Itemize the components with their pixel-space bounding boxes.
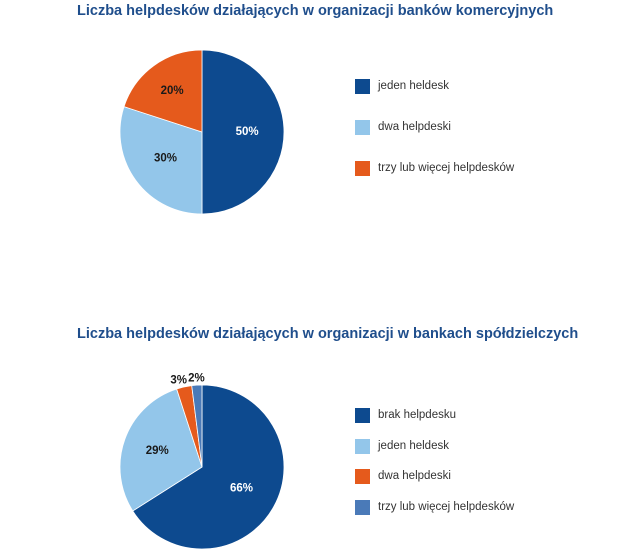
slice-label-2: 30% — [154, 153, 177, 165]
pie-slice-3 — [123, 49, 203, 133]
legend-label: jeden heldesk — [378, 439, 449, 452]
slice-label-4: 2% — [188, 373, 205, 385]
pie-slice-4 — [191, 384, 203, 468]
legend-label: dwa helpdeski — [378, 121, 451, 133]
chart-1-title: Liczba helpdesków działających w organiz… — [77, 3, 554, 19]
pie-slice-1 — [201, 49, 285, 215]
legend-item-1: jeden heldesk — [355, 79, 635, 95]
legend-item-3: trzy lub więcej helpdesków — [355, 161, 635, 177]
legend-label: brak helpdesku — [378, 409, 456, 421]
legend-swatch — [355, 438, 370, 454]
pie-slice-2 — [119, 388, 203, 512]
legend-swatch — [355, 469, 370, 484]
legend-swatch — [355, 79, 370, 94]
legend-item-1: brak helpdesku — [355, 408, 635, 424]
slice-label-1: 50% — [236, 126, 259, 138]
legend-label: trzy lub więcej helpdesków — [378, 162, 515, 174]
legend-item-2: dwa helpdeski — [355, 120, 635, 136]
slice-label-3: 3% — [170, 375, 187, 387]
slice-label-1: 66% — [230, 483, 253, 495]
legend-item-4: trzy lub więcej helpdesków — [355, 499, 635, 516]
legend-item-3: dwa helpdeski — [355, 469, 635, 485]
legend-swatch — [355, 120, 370, 135]
pie-slice-2 — [119, 106, 203, 215]
legend-swatch — [355, 499, 370, 515]
chart-2-title: Liczba helpdesków działających w organiz… — [77, 326, 579, 342]
legend-swatch — [355, 408, 370, 423]
slice-label-3: 20% — [161, 85, 184, 97]
legend-label: dwa helpdeski — [378, 470, 451, 482]
pie-slice-1 — [132, 384, 285, 550]
slice-label-2: 29% — [146, 445, 169, 457]
legend-item-2: jeden heldesk — [355, 438, 635, 455]
legend-label: jeden heldesk — [378, 80, 449, 92]
legend-swatch — [355, 161, 370, 176]
legend-label: trzy lub więcej helpdesków — [378, 500, 515, 513]
